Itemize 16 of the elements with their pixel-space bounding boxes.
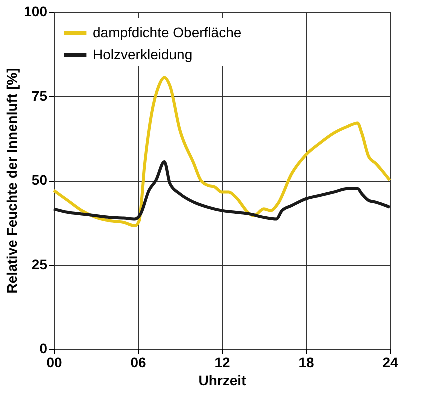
y-axis-title: Relative Feuchte der Innenluft [%] (4, 68, 20, 294)
legend-label: dampfdichte Oberfläche (93, 24, 242, 40)
x-tick-label: 12 (214, 354, 230, 370)
x-tick-label: 24 (382, 354, 398, 370)
x-axis-title: Uhrzeit (198, 372, 247, 388)
y-tick-label: 50 (32, 172, 48, 188)
y-tick-label: 75 (32, 88, 48, 104)
line-series (52, 160, 392, 221)
legend-label: Holzverkleidung (93, 46, 193, 62)
x-tick-label: 00 (46, 354, 62, 370)
x-tick-label: 18 (298, 354, 314, 370)
y-tick-label: 100 (24, 4, 48, 20)
y-tick-label: 25 (32, 256, 48, 272)
x-tick-label: 06 (130, 354, 146, 370)
y-tick-label: 0 (40, 340, 48, 356)
line-series (52, 76, 392, 228)
